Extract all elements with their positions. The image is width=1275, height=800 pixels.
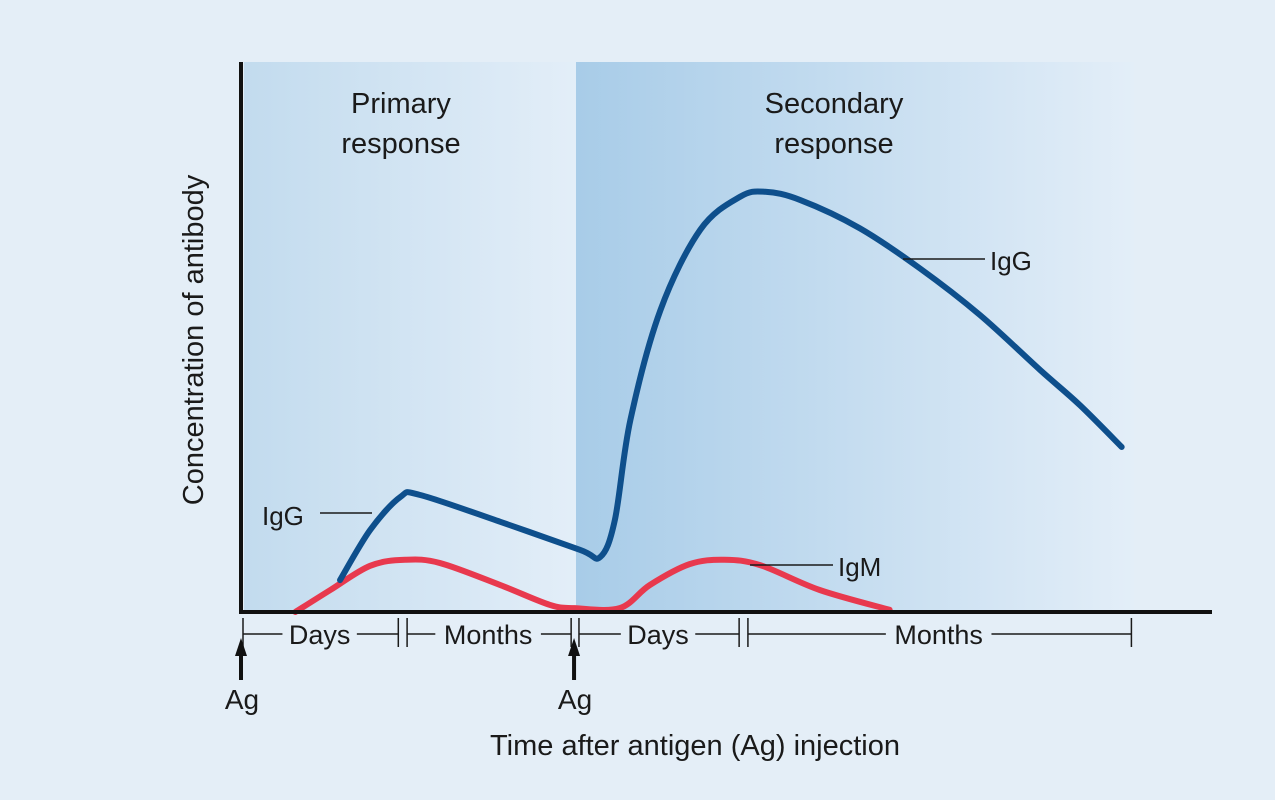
y-axis-label: Concentration of antibody — [178, 174, 210, 505]
region-title-line1: Secondary — [765, 88, 904, 120]
series-igg-line — [337, 188, 1125, 584]
region-title-line2: response — [341, 128, 460, 160]
region-primary — [244, 62, 576, 612]
timeline-label-days: Days — [627, 620, 689, 650]
injection-arrow-icon — [235, 638, 247, 656]
igm-label: IgM — [838, 552, 881, 582]
injection-label: Ag — [225, 684, 259, 715]
timeline-label-months: Months — [444, 620, 533, 650]
region-title-line1: Primary — [351, 88, 451, 120]
igg-secondary-label: IgG — [990, 246, 1032, 276]
injection-arrow-icon — [568, 638, 581, 656]
igg-primary-label: IgG — [262, 501, 304, 531]
region-title-line2: response — [774, 128, 893, 160]
injection-label: Ag — [558, 684, 592, 715]
timeline-label-months: Months — [894, 620, 983, 650]
series-igm-line — [292, 556, 893, 615]
region-secondary — [575, 62, 1135, 612]
timeline-label-days: Days — [289, 620, 351, 650]
x-axis-label: Time after antigen (Ag) injection — [490, 730, 900, 762]
